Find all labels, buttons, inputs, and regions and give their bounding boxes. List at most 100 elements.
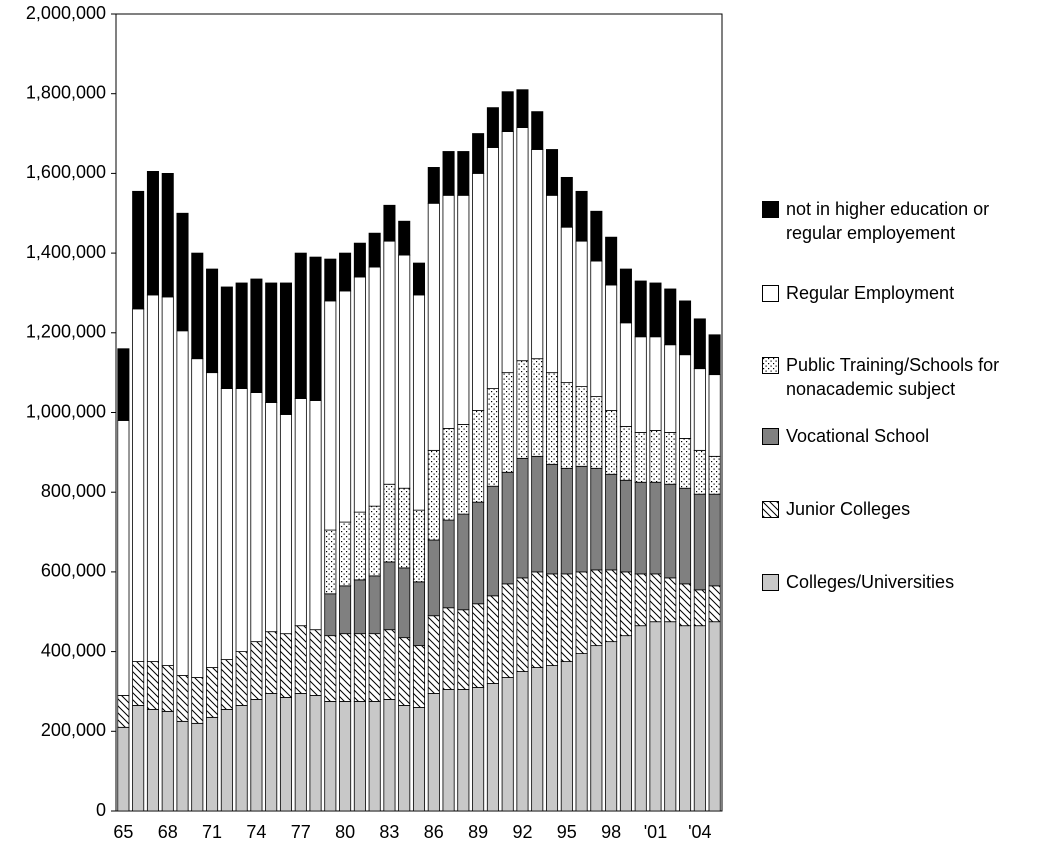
- bar-segment: [649, 336, 662, 431]
- bar-segment: [176, 330, 189, 676]
- bar-segment: [457, 513, 470, 611]
- bar-segment: [412, 294, 426, 511]
- bar-segment: [590, 210, 603, 262]
- bar-segment: [501, 372, 514, 473]
- bar-segment: [619, 479, 632, 573]
- legend-item: not in higher education or regular emplo…: [762, 197, 1046, 245]
- x-tick-label: 98: [601, 822, 621, 842]
- bar-segment: [590, 396, 603, 469]
- bar-segment: [664, 344, 677, 433]
- bar-segment: [265, 693, 278, 812]
- bar-segment: [206, 667, 219, 718]
- bar-segment: [161, 665, 174, 712]
- y-tick-label: 1,600,000: [26, 162, 106, 182]
- bar-segment: [176, 212, 189, 332]
- bar-segment: [708, 374, 721, 457]
- bar-segment: [324, 593, 337, 637]
- legend-swatch-box: [762, 574, 779, 591]
- bar-segment: [472, 172, 485, 411]
- bar-segment: [708, 493, 721, 587]
- bar-segment: [294, 625, 307, 694]
- bar-segment: [546, 372, 559, 465]
- bar-segment: [368, 266, 381, 507]
- bar-segment: [427, 693, 440, 812]
- bar-segment: [649, 430, 662, 483]
- bar-segment: [398, 254, 411, 489]
- bar-segment: [560, 176, 573, 228]
- legend-swatch: [762, 501, 779, 518]
- bar-segment: [235, 388, 248, 653]
- bar-segment: [516, 671, 529, 812]
- bar-segment: [442, 689, 455, 812]
- bar-segment: [339, 701, 352, 812]
- bar-segment: [575, 653, 588, 812]
- legend: Colleges/Universities Junior Colleges Voca…: [762, 0, 1048, 844]
- x-tick-label: 83: [379, 822, 399, 842]
- bar-segment: [161, 172, 174, 298]
- bar-segment: [309, 400, 322, 631]
- bar-segment: [457, 424, 470, 515]
- bar-segment: [619, 635, 632, 812]
- bar-segment: [619, 322, 632, 427]
- bar-segment: [309, 256, 322, 401]
- x-tick-label: 74: [246, 822, 266, 842]
- bar-segment: [575, 571, 588, 654]
- x-tick-label: '01: [644, 822, 667, 842]
- bar-segment: [398, 487, 411, 569]
- bar-segment: [294, 398, 307, 627]
- y-tick-label: 800,000: [41, 481, 106, 501]
- bar-segment: [220, 388, 233, 660]
- bar-segment: [383, 629, 396, 700]
- bar-segment: [398, 567, 411, 639]
- bar-segment: [708, 621, 721, 812]
- bar-segment: [679, 487, 692, 585]
- legend-label: Junior Colleges: [786, 499, 911, 519]
- legend-swatch: [762, 357, 779, 374]
- bar-segment: [472, 133, 485, 174]
- bar-segment: [339, 252, 352, 292]
- bar-segment: [176, 720, 189, 812]
- bar-segment: [693, 589, 706, 627]
- bar-segment: [457, 689, 470, 812]
- bar-segment: [619, 426, 632, 481]
- bar-segment: [501, 131, 514, 374]
- bar-segment: [383, 699, 396, 812]
- bar-segment: [235, 282, 248, 389]
- bar-segment: [250, 641, 263, 700]
- bar-segment: [250, 699, 263, 812]
- bar-segment: [132, 661, 145, 706]
- bar-segment: [664, 577, 677, 623]
- bar-segment: [191, 358, 204, 678]
- bar-segment: [501, 471, 514, 585]
- bar-segment: [634, 336, 647, 433]
- bar-segment: [516, 577, 529, 672]
- bar-segment: [265, 282, 278, 403]
- bar-segment: [235, 651, 248, 706]
- bar-segment: [664, 621, 677, 812]
- x-tick-label: 71: [202, 822, 222, 842]
- bar-segment: [546, 665, 559, 812]
- bar-segment: [132, 308, 145, 662]
- bar-segment: [117, 420, 130, 696]
- bar-segment: [220, 286, 233, 389]
- bar-segment: [176, 675, 189, 722]
- bar-segment: [398, 220, 411, 256]
- bar-segment: [191, 722, 204, 812]
- bar-segment: [457, 609, 470, 690]
- y-tick-label: 400,000: [41, 640, 106, 660]
- bar-segment: [560, 382, 573, 469]
- bar-segment: [546, 194, 559, 374]
- bar-segment: [472, 603, 485, 688]
- bar-segment: [353, 579, 366, 635]
- bar-segment: [146, 708, 159, 812]
- x-tick-label: '04: [688, 822, 711, 842]
- bar-segment: [117, 726, 130, 812]
- chart: 0 200,000 400,000 600,000 800,000 1,000,000 1,…: [26, 3, 723, 842]
- x-tick-label: 92: [512, 822, 532, 842]
- x-tick-label: 65: [113, 822, 133, 842]
- bar-segment: [634, 432, 647, 483]
- bar-segment: [501, 91, 514, 132]
- bar-segment: [501, 677, 514, 812]
- bar-segment: [368, 505, 381, 577]
- bar-segment: [649, 282, 662, 338]
